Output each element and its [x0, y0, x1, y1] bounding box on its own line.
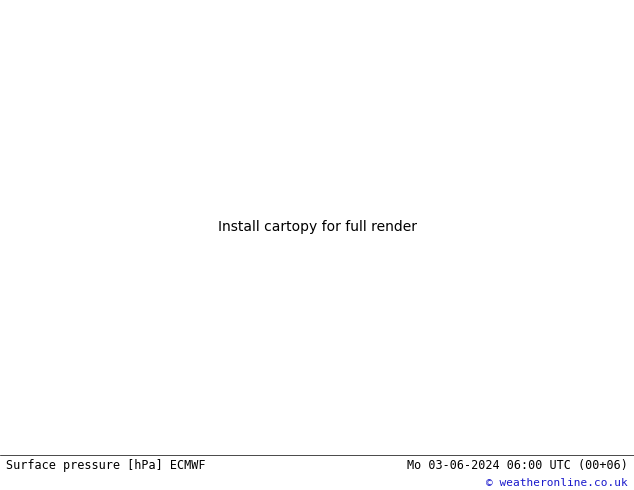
Text: © weatheronline.co.uk: © weatheronline.co.uk [486, 478, 628, 488]
Text: Install cartopy for full render: Install cartopy for full render [217, 220, 417, 234]
Text: Mo 03-06-2024 06:00 UTC (00+06): Mo 03-06-2024 06:00 UTC (00+06) [407, 459, 628, 472]
Text: Surface pressure [hPa] ECMWF: Surface pressure [hPa] ECMWF [6, 459, 206, 472]
